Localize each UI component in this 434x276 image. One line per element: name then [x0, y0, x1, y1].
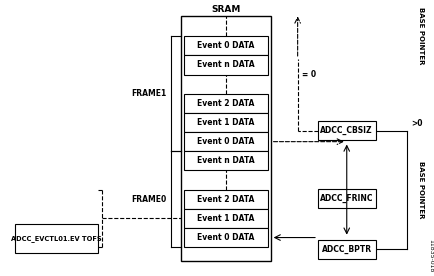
Bar	[184, 36, 267, 55]
Bar	[184, 228, 267, 247]
Text: ADCC_BPTR: ADCC_BPTR	[321, 245, 371, 254]
Bar	[184, 55, 267, 75]
Bar	[184, 151, 267, 170]
Text: Event 2 DATA: Event 2 DATA	[197, 195, 254, 204]
Bar	[317, 240, 375, 259]
Bar	[184, 190, 267, 209]
Text: ADCC_CBSIZ: ADCC_CBSIZ	[320, 126, 372, 135]
Text: = 0: = 0	[301, 70, 316, 79]
Text: Event 0 DATA: Event 0 DATA	[197, 137, 254, 146]
Text: BASE POINTER: BASE POINTER	[418, 7, 424, 65]
Bar	[181, 16, 270, 261]
Bar	[184, 132, 267, 151]
Text: Event 0 DATA: Event 0 DATA	[197, 41, 254, 50]
Text: FRAME0: FRAME0	[131, 195, 166, 204]
Bar	[15, 224, 98, 253]
Text: Event 2 DATA: Event 2 DATA	[197, 99, 254, 108]
Text: >0: >0	[410, 119, 421, 128]
Text: ADCC_EVCTL01.EV TOFS: ADCC_EVCTL01.EV TOFS	[11, 235, 102, 242]
Bar	[184, 209, 267, 228]
Text: Event n DATA: Event n DATA	[197, 60, 254, 70]
Text: Event 1 DATA: Event 1 DATA	[197, 214, 254, 223]
Bar	[184, 94, 267, 113]
Text: Event n DATA: Event n DATA	[197, 156, 254, 165]
Bar	[317, 121, 375, 140]
Text: 11835-018: 11835-018	[427, 239, 432, 273]
Bar	[184, 113, 267, 132]
Text: SRAM: SRAM	[211, 4, 240, 14]
Text: ADCC_FRINC: ADCC_FRINC	[319, 194, 373, 203]
Text: BASE POINTER: BASE POINTER	[418, 161, 424, 219]
Bar	[317, 189, 375, 208]
Text: Event 1 DATA: Event 1 DATA	[197, 118, 254, 127]
Text: Event 0 DATA: Event 0 DATA	[197, 233, 254, 242]
Text: FRAME1: FRAME1	[131, 89, 166, 98]
